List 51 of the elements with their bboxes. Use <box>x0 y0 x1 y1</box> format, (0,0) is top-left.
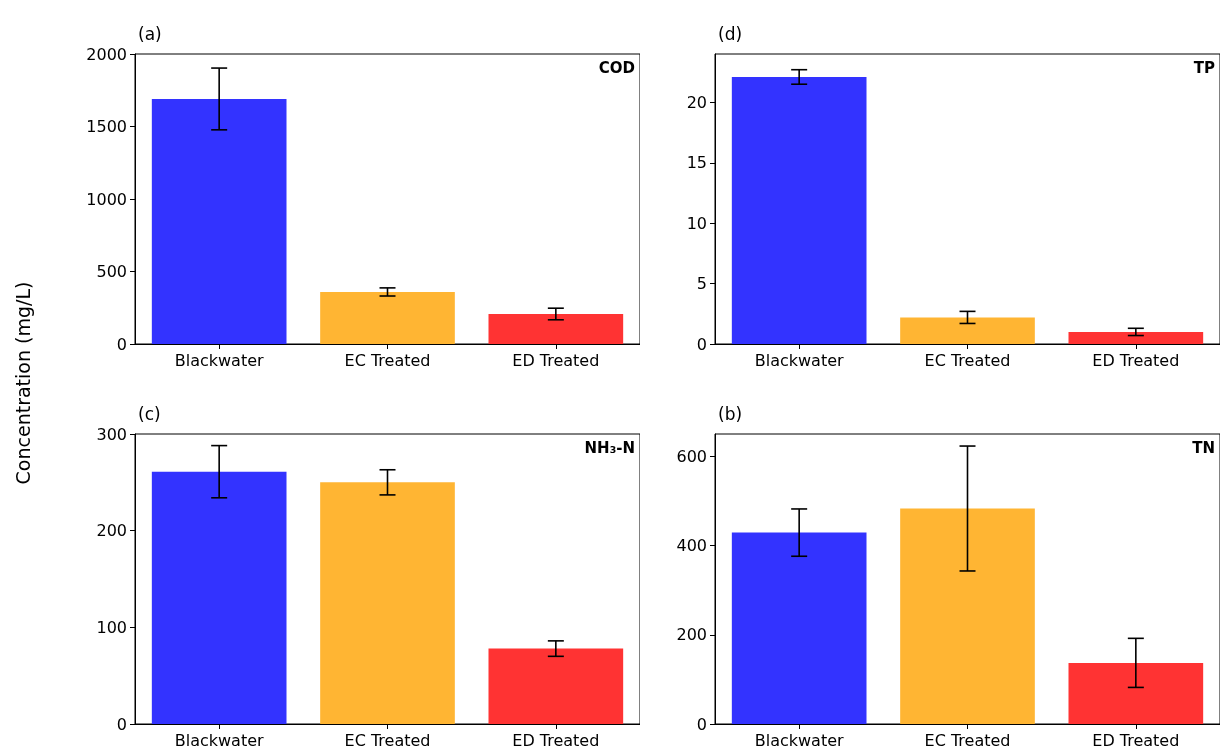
y-tick-label: 400 <box>676 536 707 556</box>
x-tick-label: ED Treated <box>512 730 600 750</box>
chart-title: (a) <box>138 23 162 44</box>
x-tick-label: EC Treated <box>924 350 1011 370</box>
bar <box>151 98 287 344</box>
annotation: TN <box>1192 438 1216 457</box>
y-tick-label: 5 <box>696 274 707 294</box>
bar <box>488 648 624 724</box>
chart-title: (b) <box>718 403 743 424</box>
bar <box>1068 662 1204 724</box>
y-tick-label: 500 <box>96 262 127 281</box>
y-axis-title: Concentration (mg/L) <box>12 281 34 485</box>
y-tick-label: 100 <box>96 617 127 637</box>
x-tick-label: ED Treated <box>1092 730 1180 750</box>
x-tick-label: EC Treated <box>924 730 1011 750</box>
y-tick-label: 200 <box>96 521 127 541</box>
x-tick-label: ED Treated <box>512 350 600 370</box>
annotation: COD <box>598 58 636 77</box>
y-tick-label: 1500 <box>86 117 127 136</box>
x-tick-label: Blackwater <box>174 730 265 750</box>
chart-title: (d) <box>718 23 743 44</box>
y-tick-label: 0 <box>116 334 127 354</box>
annotation: NH₃-N <box>584 438 636 457</box>
y-tick-label: 10 <box>686 213 707 233</box>
x-tick-label: EC Treated <box>344 730 431 750</box>
y-tick-label: 0 <box>696 714 707 734</box>
x-tick-label: Blackwater <box>754 350 845 370</box>
y-tick-label: 600 <box>676 446 707 466</box>
bar <box>900 508 1035 724</box>
bar <box>1068 331 1204 344</box>
bar <box>151 471 287 724</box>
bar <box>900 317 1035 344</box>
x-tick-label: Blackwater <box>174 350 265 370</box>
bar <box>320 482 455 724</box>
chart-title: (c) <box>138 403 161 424</box>
y-tick-label: 0 <box>696 334 707 354</box>
y-tick-label: 2000 <box>86 44 127 64</box>
bar <box>488 313 624 344</box>
bar <box>320 291 455 344</box>
y-tick-label: 20 <box>686 92 707 112</box>
x-tick-label: ED Treated <box>1092 350 1180 370</box>
annotation: TP <box>1193 58 1216 77</box>
y-tick-label: 300 <box>96 424 127 444</box>
x-tick-label: EC Treated <box>344 350 431 370</box>
y-tick-label: 0 <box>116 714 127 734</box>
bar <box>731 532 867 724</box>
y-tick-label: 200 <box>676 625 707 645</box>
x-tick-label: Blackwater <box>754 730 845 750</box>
y-tick-label: 1000 <box>86 189 127 209</box>
bar <box>731 76 867 344</box>
y-tick-label: 15 <box>686 153 707 173</box>
